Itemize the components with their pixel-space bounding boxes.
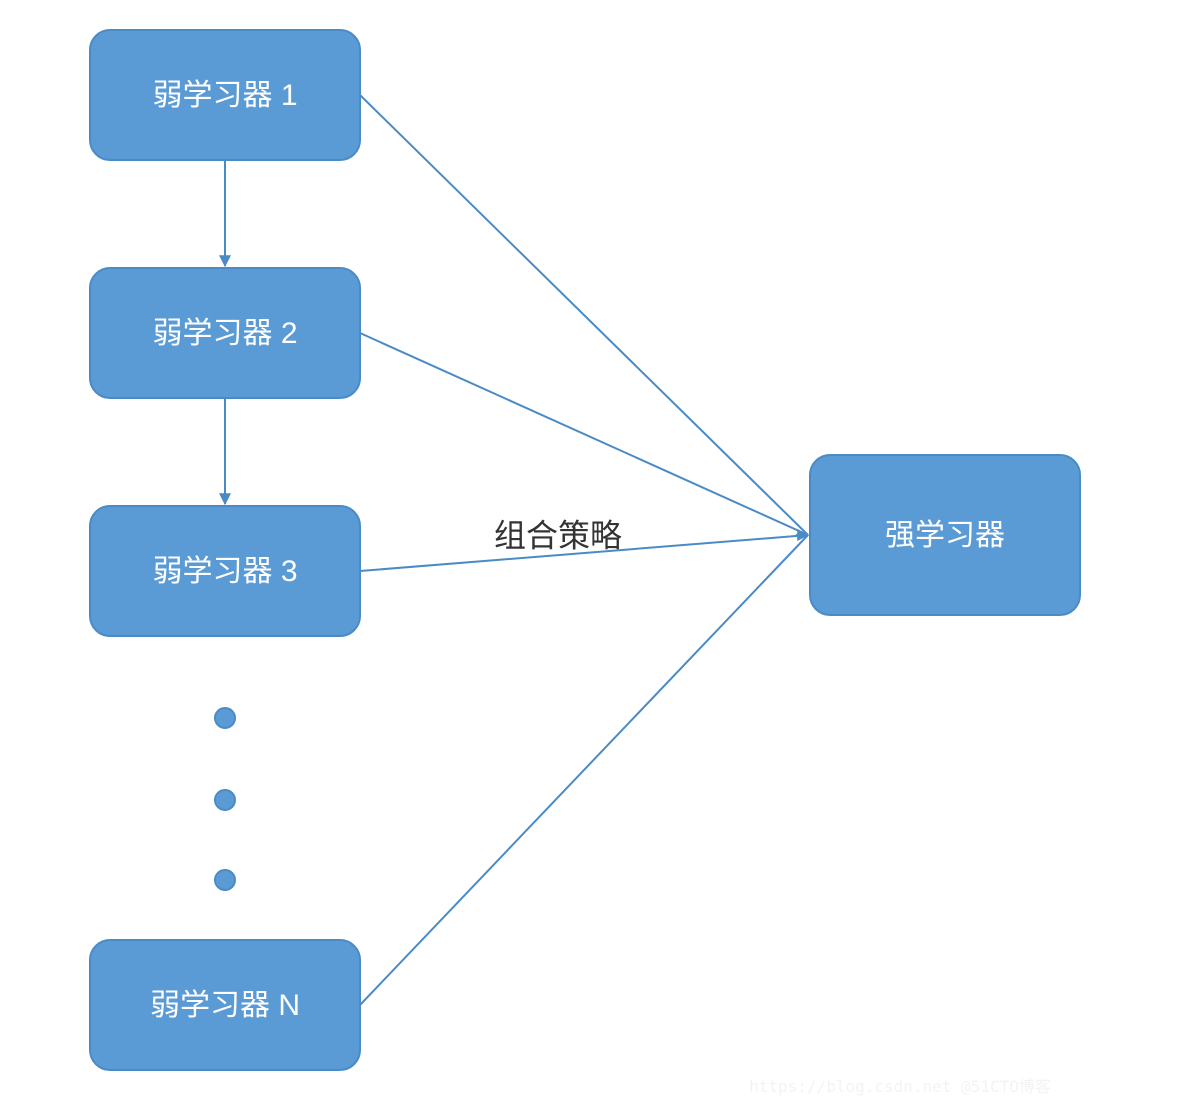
edge-weak1-strong — [360, 95, 808, 535]
node-strong: 强学习器 — [810, 455, 1080, 615]
ellipsis-dot-1 — [215, 790, 235, 810]
edge-weak2-strong — [360, 333, 808, 535]
node-weak1: 弱学习器 1 — [90, 30, 360, 160]
node-label-strong: 强学习器 — [885, 519, 1005, 552]
node-weakN: 弱学习器 N — [90, 940, 360, 1070]
node-label-weak2: 弱学习器 2 — [152, 317, 297, 350]
node-weak3: 弱学习器 3 — [90, 506, 360, 636]
node-label-weak1: 弱学习器 1 — [152, 79, 297, 112]
watermark-text: https://blog.csdn.net @51CTO博客 — [749, 1077, 1051, 1096]
edge-weakN-strong — [360, 535, 808, 1005]
ellipsis-dots — [215, 708, 235, 890]
node-label-weak3: 弱学习器 3 — [152, 555, 297, 588]
ellipsis-dot-0 — [215, 708, 235, 728]
ellipsis-dot-2 — [215, 870, 235, 890]
node-label-weakN: 弱学习器 N — [150, 989, 300, 1022]
node-weak2: 弱学习器 2 — [90, 268, 360, 398]
center-label: 组合策略 — [494, 517, 622, 553]
